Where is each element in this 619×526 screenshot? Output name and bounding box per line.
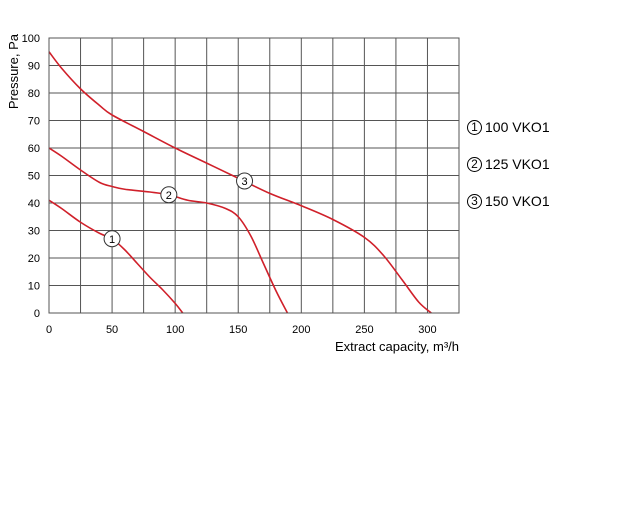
x-tick-label: 250: [355, 324, 373, 336]
y-tick-label: 40: [28, 198, 40, 210]
plot-frame: [48, 37, 460, 314]
x-axis-title: Extract capacity, m³/h: [335, 339, 459, 354]
legend-item-2: 2 125 VKO1: [467, 155, 550, 173]
y-tick-label: 10: [28, 281, 40, 293]
series-marker-label-2: 2: [166, 190, 172, 202]
legend-marker-3: 3: [467, 193, 482, 209]
series-marker-2: [160, 186, 178, 204]
series-marker-1: [103, 230, 121, 248]
legend-item-1: 1 100 VKO1: [467, 118, 550, 136]
y-tick-label: 30: [28, 226, 40, 238]
series-marker-3: [236, 172, 254, 190]
x-tick-label: 100: [166, 324, 184, 336]
legend: 1 100 VKO1 2 125 VKO1 3 150 VKO1: [467, 118, 550, 229]
series-marker-label-1: 1: [109, 234, 115, 246]
legend-label-1: 100 VKO1: [485, 119, 550, 135]
x-tick-label: 50: [106, 324, 118, 336]
y-tick-label: 0: [34, 308, 40, 320]
x-tick-labels: 0 50 100 150 200 250 300: [46, 324, 437, 336]
x-tick-label: 200: [292, 324, 310, 336]
legend-item-3: 3 150 VKO1: [467, 192, 550, 210]
legend-marker-2: 2: [467, 156, 482, 172]
y-tick-label: 100: [22, 33, 40, 45]
y-axis-title: Pressure, Pa: [6, 33, 21, 109]
legend-label-2: 125 VKO1: [485, 156, 550, 172]
x-tick-label: 150: [229, 324, 247, 336]
y-tick-label: 80: [28, 88, 40, 100]
x-tick-label: 300: [418, 324, 436, 336]
y-tick-labels: 0 10 20 30 40 50 60 70 80 90 100: [22, 33, 40, 320]
x-tick-label: 0: [46, 324, 52, 336]
series-marker-label-3: 3: [241, 176, 247, 188]
series-line-2: [48, 147, 289, 314]
y-tick-label: 50: [28, 171, 40, 183]
chart-grid: [48, 37, 460, 314]
legend-label-3: 150 VKO1: [485, 193, 550, 209]
legend-marker-1: 1: [467, 119, 482, 135]
y-tick-label: 60: [28, 143, 40, 155]
y-tick-label: 20: [28, 253, 40, 265]
series-markers: 1 2 3: [103, 172, 254, 248]
y-tick-label: 90: [28, 61, 40, 73]
series-line-1: [48, 199, 184, 314]
y-tick-label: 70: [28, 116, 40, 128]
